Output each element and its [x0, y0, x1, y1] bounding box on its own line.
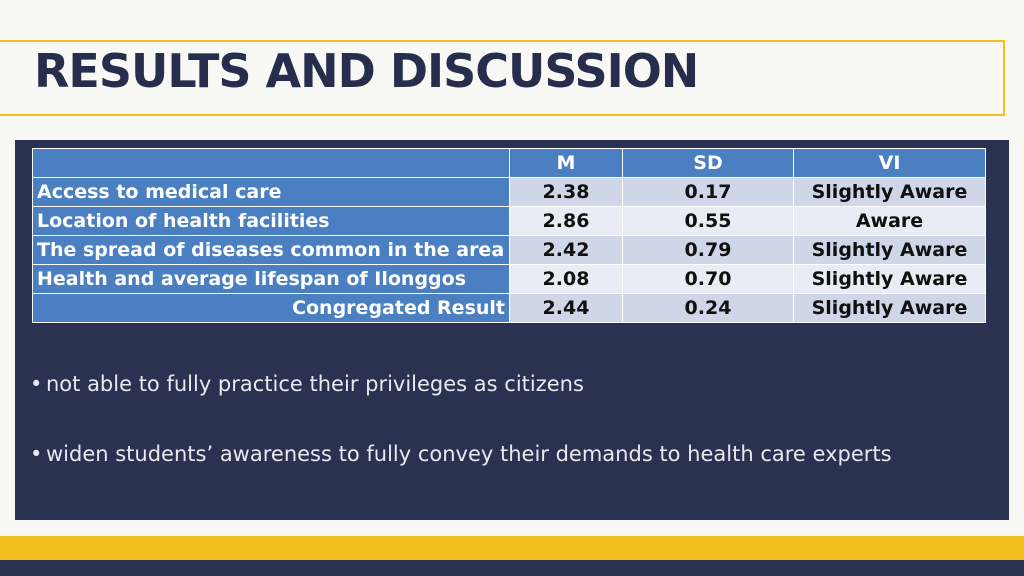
bullet-text: widen students’ awareness to fully conve…	[46, 442, 892, 466]
sd-cell: 0.55	[622, 206, 794, 236]
table-row-total: Congregated Result 2.44 0.24 Slightly Aw…	[32, 293, 986, 323]
vi-cell: Slightly Aware	[793, 264, 986, 294]
sd-cell: 0.17	[622, 177, 794, 207]
header-cell-vi: VI	[793, 148, 986, 178]
row-label-congregated: Congregated Result	[32, 293, 510, 323]
table-row: Access to medical care 2.38 0.17 Slightl…	[32, 177, 986, 207]
header-cell-sd: SD	[622, 148, 794, 178]
footer-navy-stripe	[0, 560, 1024, 576]
results-table: M SD VI Access to medical care 2.38 0.17…	[32, 148, 986, 323]
row-label: Health and average lifespan of Ilonggos	[32, 264, 510, 294]
mean-cell: 2.44	[509, 293, 623, 323]
bullet-dot-icon: •	[30, 372, 43, 396]
title-frame	[0, 40, 1005, 116]
table-row: The spread of diseases common in the are…	[32, 235, 986, 265]
vi-cell: Aware	[793, 206, 986, 236]
mean-cell: 2.42	[509, 235, 623, 265]
table-row: Health and average lifespan of Ilonggos …	[32, 264, 986, 294]
mean-cell: 2.86	[509, 206, 623, 236]
mean-cell: 2.08	[509, 264, 623, 294]
vi-cell: Slightly Aware	[793, 177, 986, 207]
sd-cell: 0.24	[622, 293, 794, 323]
bullet-text: not able to fully practice their privile…	[46, 372, 584, 396]
row-label: Access to medical care	[32, 177, 510, 207]
table-header-row: M SD VI	[32, 148, 986, 178]
bullet-item: • not able to fully practice their privil…	[30, 372, 584, 396]
mean-cell: 2.38	[509, 177, 623, 207]
slide-title: RESULTS AND DISCUSSION	[34, 44, 699, 98]
bullet-dot-icon: •	[30, 442, 43, 466]
sd-cell: 0.70	[622, 264, 794, 294]
sd-cell: 0.79	[622, 235, 794, 265]
bullet-item: • widen students’ awareness to fully conv…	[30, 442, 892, 466]
row-label: Location of health facilities	[32, 206, 510, 236]
header-cell-m: M	[509, 148, 623, 178]
table-row: Location of health facilities 2.86 0.55 …	[32, 206, 986, 236]
vi-cell: Slightly Aware	[793, 235, 986, 265]
header-cell-blank	[32, 148, 510, 178]
row-label: The spread of diseases common in the are…	[32, 235, 510, 265]
vi-cell: Slightly Aware	[793, 293, 986, 323]
footer-gold-stripe	[0, 536, 1024, 560]
